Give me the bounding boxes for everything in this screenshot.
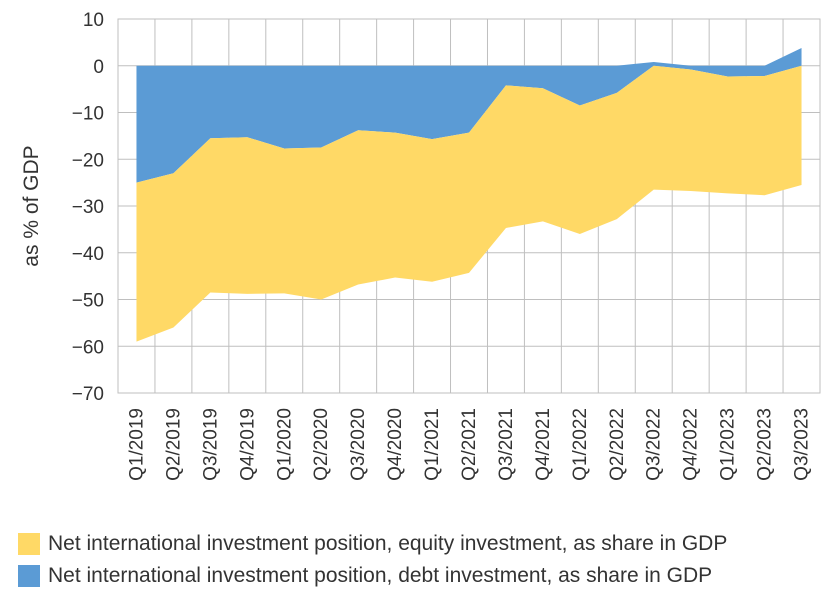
x-tick-label: Q3/2019: [200, 408, 221, 481]
y-tick-label: −60: [72, 337, 104, 358]
x-tick-label: Q4/2020: [385, 408, 406, 481]
x-tick-label: Q2/2022: [607, 408, 628, 481]
legend-label-debt: Net international investment position, d…: [48, 564, 713, 587]
x-tick-label: Q2/2019: [163, 408, 184, 481]
x-tick-label: Q2/2021: [459, 408, 480, 481]
x-tick-label: Q4/2021: [533, 408, 554, 481]
legend-swatch-equity: [18, 533, 40, 555]
x-tick-label: Q2/2023: [755, 408, 776, 481]
y-axis-title: as % of GDP: [20, 145, 43, 266]
x-tick-label: Q1/2020: [274, 408, 295, 481]
y-tick-label: 10: [83, 10, 104, 31]
y-tick-label: −30: [72, 197, 104, 218]
legend-item-equity: Net international investment position, e…: [18, 528, 727, 560]
y-tick-label: −20: [72, 150, 104, 171]
y-tick-label: 0: [93, 57, 104, 78]
area-debt-investment: [136, 47, 802, 183]
legend-label-equity: Net international investment position, e…: [48, 532, 728, 555]
x-tick-label: Q3/2021: [496, 408, 517, 481]
area-chart: 10 0 −10 −20 −30 −40 −50 −60 −70 Q1/2019 Q2/2019 Q3…: [20, 10, 821, 481]
y-tick-label: −10: [72, 104, 104, 125]
x-tick-label: Q1/2022: [570, 408, 591, 481]
x-tick-label: Q1/2023: [718, 408, 739, 481]
x-tick-label: Q1/2019: [126, 408, 147, 481]
y-tick-label: −50: [72, 291, 104, 312]
x-tick-label: Q3/2020: [348, 408, 369, 481]
legend-swatch-debt: [18, 565, 40, 587]
area-equity-investment: [136, 65, 802, 342]
legend-item-debt: Net international investment position, d…: [18, 560, 727, 592]
x-tick-label: Q4/2019: [237, 408, 258, 481]
series-areas: [136, 47, 802, 342]
x-tick-label: Q3/2023: [792, 408, 813, 481]
axes: 10 0 −10 −20 −30 −40 −50 −60 −70 Q1/2019 Q2/2019 Q3…: [72, 10, 821, 481]
x-tick-label: Q4/2022: [681, 408, 702, 481]
y-tick-label: −40: [72, 244, 104, 265]
y-tick-label: −70: [72, 384, 104, 405]
legend: Net international investment position, e…: [18, 528, 727, 592]
x-tick-label: Q2/2020: [311, 408, 332, 481]
x-tick-label: Q3/2022: [644, 408, 665, 481]
x-tick-label: Q1/2021: [422, 408, 443, 481]
plot-border: [117, 18, 821, 394]
